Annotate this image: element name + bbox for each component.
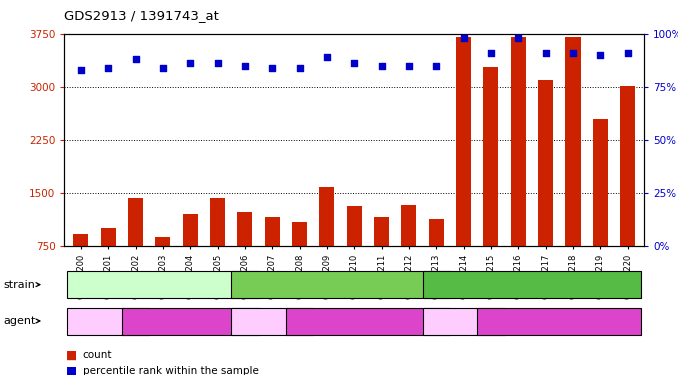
Point [157,64,168,70]
Point [321,54,332,60]
Point [403,63,414,69]
Text: ■: ■ [66,365,77,375]
Text: Brown Norway: Brown Norway [492,280,572,290]
Text: ■: ■ [66,349,77,362]
Bar [73,234,88,246]
Bar [428,219,444,246]
Bar [155,237,170,246]
Point [595,52,605,58]
Bar [100,228,116,246]
Point [348,60,359,66]
Bar [128,198,143,246]
Bar [593,118,608,246]
Text: ACI: ACI [154,280,172,290]
Bar [620,86,635,246]
Point [376,63,387,69]
Text: control: control [253,316,292,326]
Bar [237,212,252,246]
Bar [319,187,334,246]
Point [431,63,441,69]
Bar [264,217,280,246]
Bar [374,217,389,246]
Text: strain: strain [3,280,35,290]
Bar [292,222,307,246]
Point [540,50,551,56]
Text: agent: agent [3,316,36,326]
Point [513,35,523,41]
Bar [565,37,580,246]
Text: percentile rank within the sample: percentile rank within the sample [83,366,258,375]
Text: control: control [89,316,127,326]
Text: DES: DES [548,316,571,326]
Bar [182,214,198,246]
Text: DES: DES [179,316,201,326]
Bar [401,206,416,246]
Bar [538,80,553,246]
Text: Copenhagen: Copenhagen [305,280,376,290]
Point [239,63,250,69]
Point [103,64,114,70]
Point [130,56,141,62]
Text: control: control [444,316,483,326]
Point [622,50,633,56]
Text: count: count [83,351,113,360]
Point [458,35,469,41]
Point [75,67,86,73]
Bar [511,37,526,246]
Point [185,60,196,66]
Text: DES: DES [357,316,379,326]
Point [485,50,496,56]
Bar [483,67,498,246]
Point [212,60,223,66]
Bar [456,37,471,246]
Bar [346,206,362,246]
Text: GDS2913 / 1391743_at: GDS2913 / 1391743_at [64,9,219,22]
Point [567,50,578,56]
Point [294,64,305,70]
Bar [210,198,225,246]
Point [267,64,278,70]
